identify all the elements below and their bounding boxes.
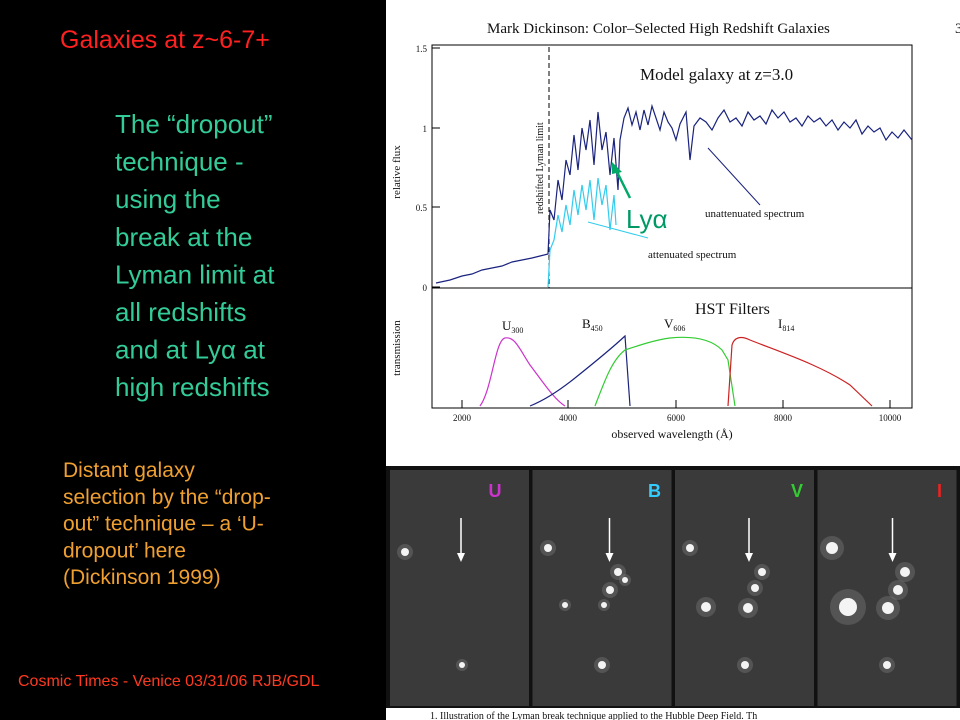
source (598, 661, 606, 669)
source (882, 602, 894, 614)
x-tick-label: 2000 (453, 413, 472, 423)
y-tick-label: 0 (423, 283, 428, 293)
source (401, 548, 409, 556)
source (606, 586, 614, 594)
source (751, 584, 759, 592)
note-line: out” technique – a ‘U- (63, 513, 264, 536)
filter-label: B450 (582, 316, 603, 333)
bullet-line: using the (115, 184, 221, 214)
source (741, 661, 749, 669)
bullet-line: high redshifts (115, 372, 270, 402)
panel-label: V (791, 481, 803, 501)
source (893, 585, 903, 595)
attenuated-label: attenuated spectrum (648, 249, 737, 261)
bullet-line: technique - (115, 147, 244, 177)
source (622, 577, 628, 583)
annotation-arrow (587, 221, 649, 239)
arrowhead (888, 553, 897, 562)
bottom-panel-frame (431, 287, 913, 409)
x-tick-label: 6000 (667, 413, 686, 423)
bullet-text: The “dropout” technique - using the break a… (115, 109, 275, 402)
unattenuated-label: unattenuated spectrum (705, 208, 805, 220)
filter-label: V606 (664, 316, 685, 333)
source (459, 662, 465, 668)
note-line: dropout’ here (63, 539, 186, 562)
i-filter-curve (727, 336, 873, 407)
figure-header: Mark Dickinson: Color–Selected High Reds… (487, 21, 830, 37)
panel-title: HST Filters (695, 301, 770, 318)
bullet-line: all redshifts (115, 297, 247, 327)
annotation: Model galaxy at z=3.0 (640, 65, 793, 84)
y-axis-label: transmission (391, 320, 403, 376)
lya-label: Lyα (626, 204, 668, 234)
y-tick-label: 1.5 (416, 44, 428, 54)
panel-label: U (489, 481, 502, 501)
source (601, 602, 607, 608)
source (701, 602, 711, 612)
image-panel (390, 470, 529, 706)
source (900, 567, 910, 577)
slide-title: Galaxies at z~6-7+ (60, 26, 270, 54)
v-filter-curve (594, 336, 736, 407)
source (544, 544, 552, 552)
bullet-line: break at the (115, 222, 252, 252)
note-text: Distant galaxy selection by the “drop-out… (63, 459, 271, 589)
figure-background (386, 0, 960, 466)
note-line: selection by the “drop- (63, 486, 271, 509)
annotation-arrow (707, 147, 761, 206)
y-tick-label: 0.5 (416, 203, 428, 213)
source (686, 544, 694, 552)
note-line: (Dickinson 1999) (63, 566, 221, 589)
lya-arrowhead (612, 162, 622, 174)
source (826, 542, 838, 554)
source (562, 602, 568, 608)
unattenuated-spectrum (435, 103, 913, 284)
arrowhead (605, 553, 614, 562)
attenuated-spectrum (547, 177, 617, 288)
filter-label: U300 (502, 318, 523, 335)
source (839, 598, 857, 616)
y-axis-label: relative flux (391, 145, 403, 199)
page-number: 3 (955, 21, 960, 37)
bullet-line: and at Lyα at (115, 335, 266, 365)
panel-label: B (648, 481, 661, 501)
y-tick-label: 1 (423, 124, 428, 134)
filter-label: I814 (778, 316, 794, 333)
y-ticks (432, 47, 891, 408)
lyman-limit-label: redshifted Lyman limit (535, 122, 546, 214)
x-tick-label: 8000 (774, 413, 793, 423)
caption-strip (386, 708, 960, 720)
caption: 1. Illustration of the Lyman break techn… (430, 711, 757, 720)
u-filter-curve (479, 337, 566, 407)
source (614, 568, 622, 576)
x-tick-label: 10000 (879, 413, 902, 423)
arrowhead (745, 553, 753, 562)
b-filter-curve (529, 334, 631, 407)
bullet-line: Lyman limit at (115, 259, 275, 289)
lya-arrow (614, 169, 632, 199)
footer: Cosmic Times - Venice 03/31/06 RJB/GDL (18, 673, 320, 690)
arrowhead (457, 553, 465, 562)
bullet-line: The “dropout” (115, 109, 273, 139)
panel-label: I (937, 481, 942, 501)
source (743, 603, 753, 613)
x-axis-label: observed wavelength (Å) (611, 427, 732, 441)
source (758, 568, 766, 576)
x-tick-label: 4000 (559, 413, 578, 423)
source (883, 661, 891, 669)
note-line: Distant galaxy (63, 459, 195, 482)
